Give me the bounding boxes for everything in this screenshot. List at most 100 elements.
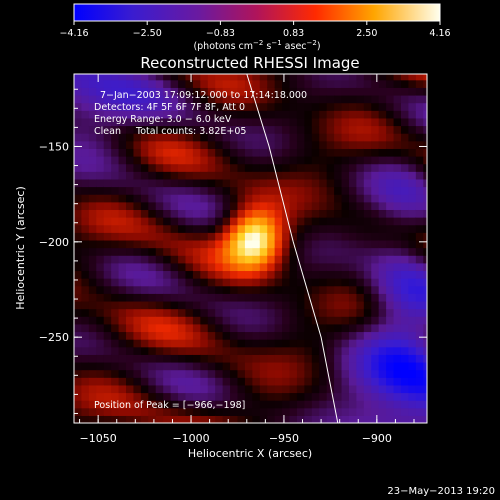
heatmap-cell	[252, 148, 261, 157]
heatmap-cell	[140, 415, 149, 423]
heatmap-cell	[81, 239, 90, 249]
heatmap-cell	[88, 125, 97, 134]
heatmap-cell	[170, 361, 179, 371]
plot-frame	[73, 73, 428, 424]
heatmap-cell	[415, 178, 424, 188]
heatmap-cell	[274, 87, 283, 96]
heatmap-cell	[74, 239, 83, 249]
heatmap-cell	[200, 354, 209, 363]
heatmap-cell	[163, 178, 172, 188]
heatmap-cell	[378, 316, 387, 325]
heatmap-cell	[319, 400, 328, 409]
heatmap-cell	[178, 384, 187, 394]
heatmap-cell	[192, 194, 201, 203]
heatmap-cell	[163, 201, 172, 211]
heatmap-cell	[378, 217, 387, 226]
heatmap-cell	[192, 331, 201, 340]
heatmap-cell	[400, 156, 410, 165]
heatmap-cell	[348, 171, 357, 180]
heatmap-cell	[408, 407, 417, 416]
heatmap-cell	[386, 270, 395, 279]
heatmap-cell	[96, 392, 105, 401]
heatmap-cell	[215, 255, 224, 264]
heatmap-cell	[423, 339, 427, 348]
heatmap-cell	[170, 255, 179, 264]
heatmap-cell	[348, 224, 357, 233]
heatmap-cell	[311, 79, 320, 88]
heatmap-cell	[259, 346, 268, 355]
heatmap-cell	[289, 156, 298, 165]
heatmap-cell	[103, 354, 112, 363]
heatmap-cell	[207, 79, 216, 88]
heatmap-cell	[96, 79, 105, 88]
heatmap-cell	[230, 377, 239, 386]
heatmap-cell	[393, 117, 402, 127]
annotation-time-range: 7−Jan−2003 17:09:12.000 to 17:14:18.000	[100, 90, 307, 101]
heatmap-cell	[274, 316, 283, 325]
heatmap-cell	[133, 392, 142, 401]
heatmap-cell	[356, 316, 365, 325]
heatmap-cell	[140, 278, 149, 287]
heatmap-cell	[408, 239, 417, 249]
heatmap-cell	[371, 278, 380, 287]
heatmap-cell	[311, 392, 320, 401]
heatmap-cell	[386, 384, 395, 394]
heatmap-cell	[400, 247, 410, 256]
heatmap-cell	[348, 278, 357, 287]
heatmap-cell	[140, 232, 149, 241]
heatmap-cell	[96, 163, 105, 172]
heatmap-cell	[393, 377, 402, 386]
heatmap-cell	[371, 94, 380, 104]
heatmap-cell	[289, 361, 298, 371]
heatmap-cell	[81, 285, 90, 294]
heatmap-cell	[259, 87, 268, 96]
heatmap-cell	[163, 194, 172, 203]
heatmap-cell	[185, 300, 194, 310]
heatmap-cell	[334, 74, 343, 81]
heatmap-cell	[170, 148, 179, 157]
heatmap-cell	[415, 239, 424, 249]
heatmap-cell	[423, 232, 427, 241]
heatmap-cell	[155, 125, 164, 134]
heatmap-cell	[415, 102, 424, 111]
heatmap-cell	[96, 400, 105, 409]
heatmap-cell	[386, 224, 395, 233]
heatmap-cell	[126, 239, 135, 249]
heatmap-cell	[356, 186, 365, 195]
heatmap-cell	[81, 316, 90, 325]
heatmap-cell	[178, 94, 187, 104]
heatmap-cell	[163, 148, 172, 157]
heatmap-cell	[378, 140, 387, 149]
heatmap-cell	[148, 102, 157, 111]
heatmap-cell	[334, 331, 343, 340]
heatmap-cell	[259, 163, 268, 172]
heatmap-cell	[230, 163, 239, 172]
heatmap-cell	[74, 117, 83, 127]
heatmap-cell	[148, 407, 157, 416]
heatmap-cell	[133, 247, 142, 256]
heatmap-cell	[215, 369, 224, 378]
heatmap-cell	[118, 94, 127, 104]
heatmap-cell	[296, 133, 305, 142]
heatmap-cell	[326, 232, 335, 241]
heatmap-cell	[163, 224, 172, 233]
heatmap-cell	[126, 133, 135, 142]
heatmap-cell	[88, 316, 97, 325]
heatmap-cell	[296, 148, 305, 157]
heatmap-cell	[326, 87, 335, 96]
heatmap-cell	[282, 117, 291, 127]
heatmap-cell	[222, 278, 231, 287]
heatmap-cell	[126, 285, 135, 294]
heatmap-cell	[341, 255, 350, 264]
heatmap-cell	[170, 117, 179, 127]
heatmap-cell	[133, 354, 142, 363]
heatmap-cell	[148, 392, 157, 401]
heatmap-cell	[111, 270, 120, 279]
heatmap-cell	[289, 74, 298, 81]
heatmap-cell	[311, 361, 320, 371]
heatmap-cell	[267, 339, 276, 348]
heatmap-cell	[423, 148, 427, 157]
heatmap-cell	[118, 346, 127, 355]
heatmap-cell	[244, 293, 253, 302]
heatmap-cell	[74, 201, 83, 211]
